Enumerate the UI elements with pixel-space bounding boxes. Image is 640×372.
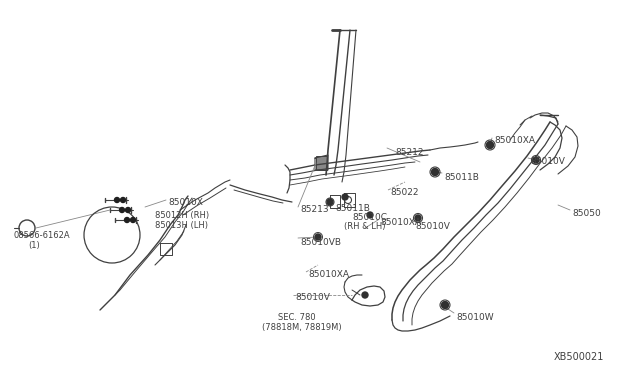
Text: 85010V: 85010V [415, 222, 450, 231]
Text: 85010C: 85010C [352, 213, 387, 222]
Text: 85050: 85050 [572, 209, 601, 218]
Circle shape [362, 292, 368, 298]
Circle shape [120, 198, 125, 202]
Text: 08566-6162A: 08566-6162A [14, 231, 70, 240]
Circle shape [442, 301, 449, 308]
Circle shape [315, 234, 321, 240]
Text: (78818M, 78819M): (78818M, 78819M) [262, 323, 342, 332]
Text: 85010XA: 85010XA [380, 218, 421, 227]
Text: 85010XA: 85010XA [494, 136, 535, 145]
Text: (RH & LH): (RH & LH) [344, 222, 385, 231]
Text: XB500021: XB500021 [554, 352, 604, 362]
Circle shape [125, 218, 129, 222]
Circle shape [327, 199, 333, 205]
Circle shape [367, 212, 373, 218]
FancyBboxPatch shape [316, 156, 327, 170]
Text: 85013H (LH): 85013H (LH) [155, 221, 208, 230]
Circle shape [120, 208, 125, 212]
Text: 85011B: 85011B [335, 204, 370, 213]
Circle shape [115, 198, 120, 202]
Text: 85010V: 85010V [295, 293, 330, 302]
Circle shape [431, 169, 438, 176]
Text: 85011B: 85011B [444, 173, 479, 182]
Text: SEC. 780: SEC. 780 [278, 313, 316, 322]
Text: 85012H (RH): 85012H (RH) [155, 211, 209, 220]
Text: 85213: 85213 [300, 205, 328, 214]
Circle shape [533, 157, 539, 163]
Circle shape [342, 194, 348, 200]
Text: 85022: 85022 [390, 188, 419, 197]
Text: 85010XA: 85010XA [308, 270, 349, 279]
Text: 85010W: 85010W [456, 313, 493, 322]
Circle shape [486, 141, 493, 148]
Circle shape [415, 215, 421, 221]
Text: 85010X: 85010X [168, 198, 203, 207]
Text: 85212: 85212 [395, 148, 424, 157]
Circle shape [131, 218, 136, 222]
Text: 85010V: 85010V [530, 157, 565, 166]
Text: (1): (1) [28, 241, 40, 250]
Text: 85010VB: 85010VB [300, 238, 341, 247]
Circle shape [125, 208, 131, 212]
